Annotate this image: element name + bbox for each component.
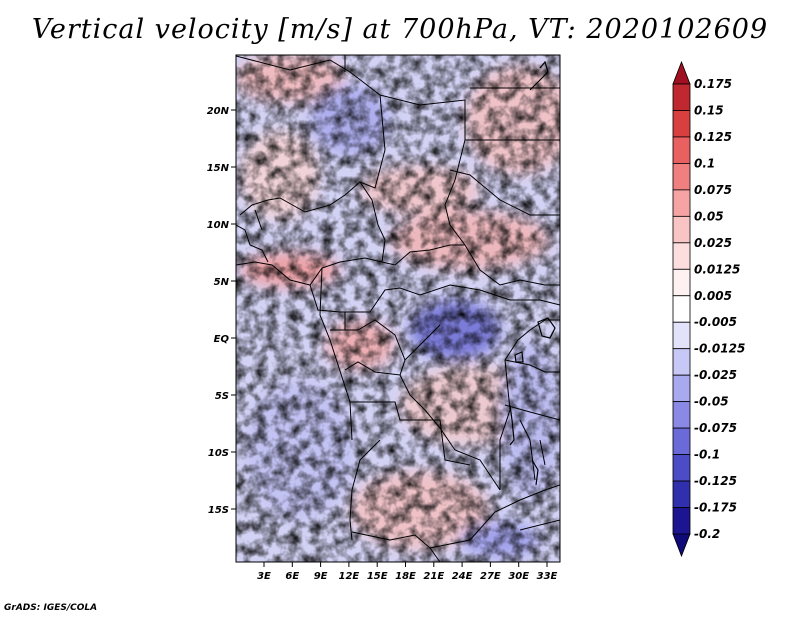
lon-label: 15E [367,571,388,582]
map-frame [235,54,561,563]
colorbar-label: 0.0125 [694,262,740,276]
colorbar: 0.175 0.15 0.125 0.1 0.075 0.05 0.025 0.0125 0.0… [672,60,745,558]
lat-label: 20N [207,106,230,117]
map-axes: 20N 15N 10N 5N EQ 5S 10S 15S 3E 6E 9E 12E 15E 18E 21E 2… [207,106,558,582]
lat-label: 10N [207,220,230,231]
colorbar-label: -0.05 [694,395,729,409]
colorbar-segment [672,295,691,323]
lat-label: 15N [207,163,230,174]
colorbar-label: 0.15 [694,103,724,117]
colorbar-segment [672,480,691,508]
colorbar-segment [672,136,691,164]
colorbar-cap-top [672,60,691,85]
velocity-field [236,55,560,562]
colorbar-segment [672,215,691,244]
lat-label: 15S [208,505,229,516]
country-borders [236,55,560,562]
colorbar-label: 0.025 [694,236,732,250]
colorbar-segment [672,348,691,376]
colorbar-segment [672,321,691,350]
colorbar-label: -0.125 [694,474,737,488]
colorbar-segment [672,163,691,191]
colorbar-label: -0.075 [694,421,737,435]
lat-label: 5S [215,391,229,402]
colorbar-segment [672,507,691,535]
lon-label: 21E [423,571,444,582]
lon-label: 33E [537,571,558,582]
water-bodies [509,60,556,486]
colorbar-segment [672,454,691,482]
credit-label: GrADS: IGES/COLA [4,603,98,613]
colorbar-segment [672,401,691,429]
lon-label: 30E [508,571,529,582]
colorbar-label: 0.075 [694,183,732,197]
colorbar-segment [672,374,691,403]
lat-label: 5N [214,277,230,288]
lon-label: 6E [285,571,299,582]
colorbar-segment [672,110,691,138]
lat-label: EQ [214,334,230,345]
colorbar-label: -0.2 [694,527,720,541]
colorbar-label: -0.1 [694,448,720,462]
lon-label: 9E [314,571,328,582]
colorbar-label: 0.125 [694,130,732,144]
colorbar-segment [672,189,691,217]
lon-label: 27E [480,571,501,582]
chart-title: Vertical velocity [m/s] at 700hPa, VT: 2… [31,14,769,45]
colorbar-segment [672,83,691,111]
lon-label: 24E [452,571,473,582]
lon-label: 18E [395,571,416,582]
lon-label: 3E [257,571,271,582]
lat-label: 10S [208,448,229,459]
colorbar-label: -0.0125 [694,342,745,356]
colorbar-segment [672,427,691,455]
colorbar-label: 0.005 [694,289,732,303]
colorbar-label: -0.025 [694,368,737,382]
colorbar-label: 0.175 [694,77,732,91]
colorbar-label: 0.05 [694,209,724,223]
colorbar-label: 0.1 [694,156,715,170]
lon-label: 12E [339,571,360,582]
colorbar-segment [672,268,691,297]
colorbar-cap-bottom [672,533,691,558]
colorbar-segment [672,242,691,270]
colorbar-label: -0.005 [694,315,737,329]
colorbar-label: -0.175 [694,501,737,515]
